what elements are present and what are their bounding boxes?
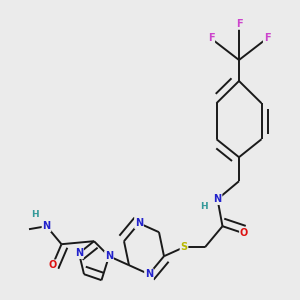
Text: H: H xyxy=(200,202,208,211)
Text: F: F xyxy=(208,33,214,43)
Text: O: O xyxy=(240,228,248,239)
Text: N: N xyxy=(135,218,143,228)
Text: O: O xyxy=(48,260,57,270)
Text: H: H xyxy=(31,210,39,219)
Text: N: N xyxy=(75,248,83,258)
Text: S: S xyxy=(180,242,188,252)
Text: N: N xyxy=(42,221,51,231)
Text: F: F xyxy=(236,19,242,29)
Text: N: N xyxy=(145,269,153,279)
Text: F: F xyxy=(264,33,270,43)
Text: N: N xyxy=(105,251,113,261)
Text: N: N xyxy=(213,194,222,204)
